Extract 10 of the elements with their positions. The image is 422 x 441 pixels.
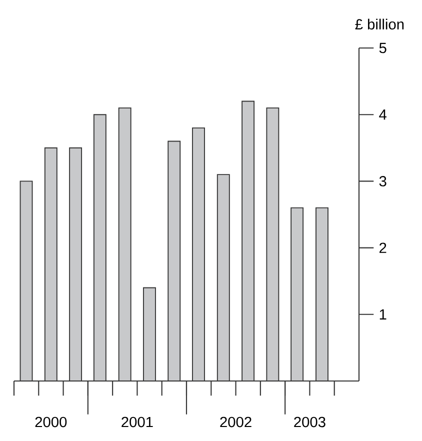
x-tick-label: 2002	[220, 416, 252, 428]
x-tick-label: 2003	[294, 416, 326, 428]
y-tick-label: 1	[380, 309, 386, 320]
y-tick-label: 3	[379, 176, 386, 186]
y-axis-title: £ billion	[355, 18, 404, 30]
y-tick-label: 2	[380, 242, 386, 253]
x-tick-label: 2001	[122, 416, 153, 428]
x-tick-label: 2000	[35, 416, 67, 428]
y-tick-label: 4	[379, 110, 386, 120]
y-tick-label: 5	[379, 42, 386, 54]
